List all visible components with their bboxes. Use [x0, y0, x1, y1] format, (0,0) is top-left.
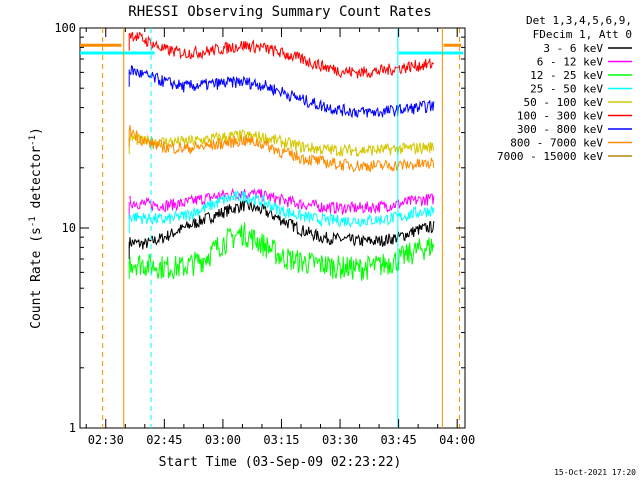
- x-axis-label: Start Time (03-Sep-09 02:23:22): [159, 455, 402, 470]
- x-tick-label: 03:00: [205, 433, 241, 447]
- series-line-300-800-kev: [128, 65, 435, 119]
- series-line-3-6-kev: [128, 199, 435, 250]
- series-line-25-50-kev: [128, 190, 435, 228]
- y-tick-label: 10: [62, 221, 76, 235]
- series-line-6-12-kev: [128, 187, 435, 216]
- series-line-12-25-kev: [128, 222, 435, 281]
- legend-header-line-1: Det 1,3,4,5,6,9,: [526, 14, 632, 27]
- legend: Det 1,3,4,5,6,9, FDecim 1, Att 0 3 - 6 k…: [497, 14, 632, 163]
- series-line-800-7000-kev: [128, 125, 435, 173]
- legend-label-800-7000-kev: 800 - 7000 keV: [510, 137, 603, 150]
- plot-area: [79, 27, 466, 429]
- series-line-100-300-kev: [128, 31, 434, 79]
- y-tick-label: 100: [54, 21, 76, 35]
- legend-header-line-2: FDecim 1, Att 0: [533, 28, 632, 41]
- y-axis: 1 10 100: [54, 21, 465, 435]
- legend-label-3-6-kev: 3 - 6 keV: [543, 42, 603, 55]
- legend-label-6-12-kev: 6 - 12 keV: [537, 56, 604, 69]
- y-tick-label: 1: [69, 421, 76, 435]
- x-axis: 02:30 02:45 03:00 03:15 03:30 03:45 04:00: [85, 28, 475, 447]
- x-tick-label: 02:30: [88, 433, 124, 447]
- legend-label-50-100-kev: 50 - 100 keV: [524, 96, 604, 109]
- x-tick-label: 04:00: [439, 433, 475, 447]
- x-tick-label: 03:45: [381, 433, 417, 447]
- legend-label-25-50-kev: 25 - 50 keV: [530, 83, 603, 96]
- legend-label-100-300-kev: 100 - 300 keV: [517, 110, 603, 123]
- footer-timestamp: 15-Oct-2021 17:20: [554, 468, 636, 477]
- x-tick-label: 03:30: [322, 433, 358, 447]
- chart-title: RHESSI Observing Summary Count Rates: [128, 4, 431, 20]
- y-axis-label: Count Rate (s-1 detector-1): [28, 127, 44, 329]
- x-tick-label: 03:15: [263, 433, 299, 447]
- x-tick-label: 02:45: [146, 433, 182, 447]
- legend-label-300-800-kev: 300 - 800 keV: [517, 123, 603, 136]
- legend-label-12-25-kev: 12 - 25 keV: [530, 69, 603, 82]
- legend-label-7000-15000-kev: 7000 - 15000 keV: [497, 150, 603, 163]
